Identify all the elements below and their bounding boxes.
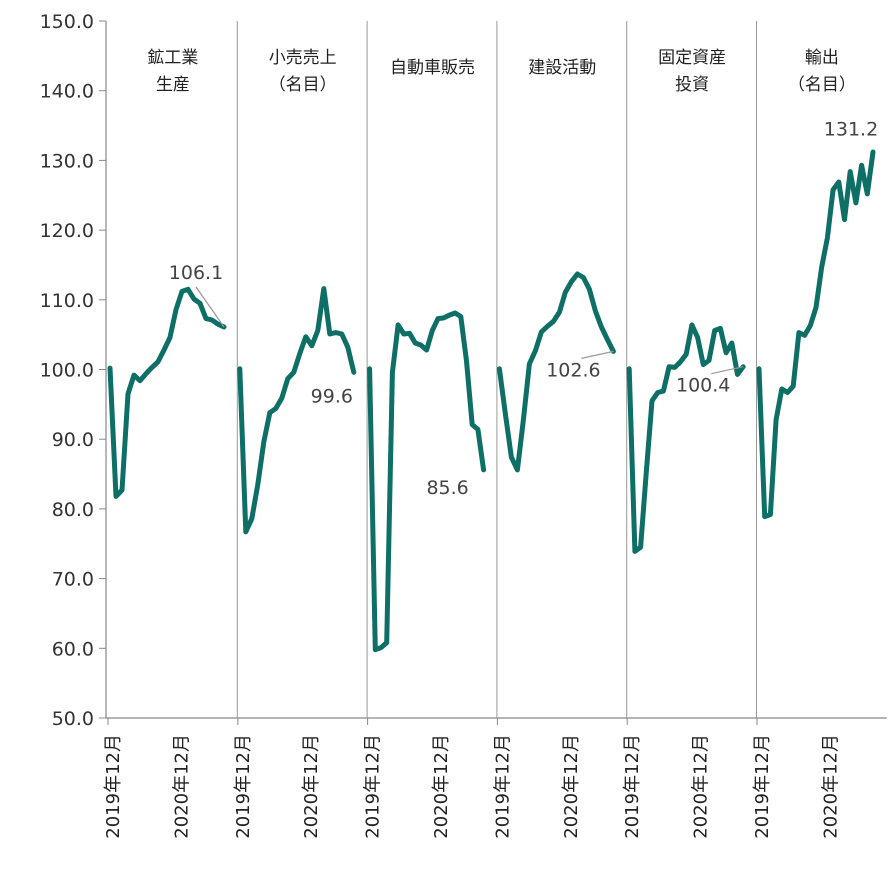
y-tick-label: 90.0 bbox=[52, 429, 94, 451]
x-tick-label: 2020年12月 bbox=[171, 734, 192, 839]
series-line bbox=[496, 271, 616, 473]
end-value-label: 85.6 bbox=[426, 477, 468, 499]
panel-3: 自動車販売 85.6 2019年12月 2020年12月 bbox=[363, 21, 487, 839]
x-tick-label: 2020年12月 bbox=[561, 734, 582, 839]
panel-2: 小売売上 （名目） 99.6 2019年12月 2020年12月 bbox=[233, 21, 357, 839]
end-value-label: 102.6 bbox=[546, 359, 600, 381]
x-tick-label: 2019年12月 bbox=[622, 734, 643, 839]
x-tick-label: 2020年12月 bbox=[431, 734, 452, 839]
panel-title: 小売売上 bbox=[269, 48, 337, 68]
panel-title: 生産 bbox=[156, 75, 190, 95]
y-tick-label: 100.0 bbox=[40, 360, 94, 382]
series-line bbox=[367, 310, 487, 653]
panel-title: 固定資産 bbox=[658, 48, 726, 68]
end-value-label: 106.1 bbox=[169, 262, 223, 284]
panel-title: （名目） bbox=[269, 75, 337, 95]
axes-layer: 50.0 60.0 70.0 80.0 90.0 100.0 110.0 120.0 130.0… bbox=[40, 11, 887, 730]
y-tick-label: 150.0 bbox=[40, 11, 94, 33]
panel-title: （名目） bbox=[788, 75, 856, 95]
y-tick-label: 120.0 bbox=[40, 220, 94, 242]
y-tick-label: 110.0 bbox=[40, 290, 94, 312]
panel-title: 鉱工業 bbox=[147, 48, 198, 68]
panel-title: 建設活動 bbox=[528, 58, 596, 78]
panel-title: 投資 bbox=[675, 75, 709, 95]
y-tick-label: 130.0 bbox=[40, 150, 94, 172]
x-tick-label: 2019年12月 bbox=[233, 734, 254, 839]
x-tick-label: 2019年12月 bbox=[752, 734, 773, 839]
panel-title: 自動車販売 bbox=[390, 58, 475, 78]
y-tick-label: 140.0 bbox=[40, 81, 94, 103]
x-tick-label: 2020年12月 bbox=[820, 734, 841, 839]
label-callout bbox=[581, 350, 614, 359]
x-tick-label: 2020年12月 bbox=[691, 734, 712, 839]
x-tick-label: 2019年12月 bbox=[363, 734, 384, 839]
x-tick-label: 2019年12月 bbox=[492, 734, 513, 839]
end-value-label: 131.2 bbox=[824, 118, 878, 140]
y-tick-label: 70.0 bbox=[52, 569, 94, 591]
panel-title: 輸出 bbox=[805, 48, 839, 68]
y-tick-label: 80.0 bbox=[52, 499, 94, 521]
x-tick-label: 2019年12月 bbox=[103, 734, 124, 839]
series-line bbox=[107, 286, 227, 499]
series-line bbox=[626, 322, 746, 554]
label-callout bbox=[711, 366, 744, 375]
series-line bbox=[756, 149, 876, 520]
y-tick-label: 60.0 bbox=[52, 638, 94, 660]
y-tick-label: 50.0 bbox=[52, 708, 94, 730]
x-tick-label: 2020年12月 bbox=[301, 734, 322, 839]
label-callout bbox=[195, 286, 225, 328]
panel-4: 建設活動 102.6 2019年12月 2020年12月 bbox=[492, 21, 616, 839]
series-line bbox=[237, 286, 357, 535]
end-value-label: 99.6 bbox=[311, 385, 353, 407]
end-value-label: 100.4 bbox=[676, 375, 730, 397]
panel-6: 輸出 （名目） 131.2 2019年12月 2020年12月 bbox=[752, 21, 878, 839]
